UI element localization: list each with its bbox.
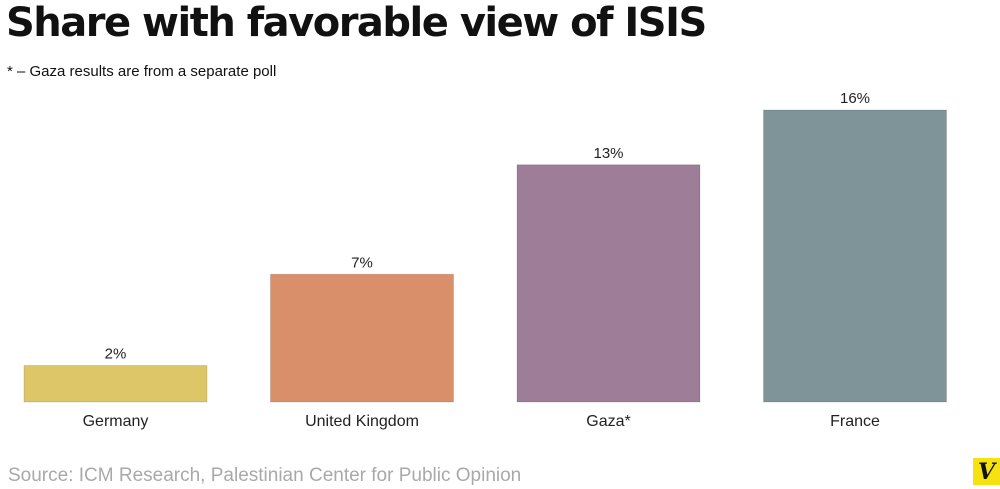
vox-logo: V: [973, 458, 1000, 485]
value-label-united-kingdom: 7%: [351, 254, 373, 271]
bar-gaza: [516, 164, 701, 403]
value-label-france: 16%: [840, 90, 870, 107]
logo-letter: V: [977, 458, 996, 485]
source-note: Source: ICM Research, Palestinian Center…: [8, 465, 522, 486]
bars-layer: 2% Germany 7% United Kingdom 13% Gaza* 16% Fran…: [23, 90, 947, 430]
bar-germany: [23, 365, 208, 403]
chart-subtitle: * – Gaza results are from a separate pol…: [7, 63, 277, 80]
category-label-germany: Germany: [83, 413, 149, 430]
value-label-germany: 2%: [105, 346, 127, 363]
value-label-gaza: 13%: [593, 145, 623, 162]
bar-united-kingdom: [270, 273, 454, 403]
bar-france: [763, 109, 947, 403]
category-label-united-kingdom: United Kingdom: [305, 413, 419, 430]
category-label-france: France: [830, 413, 880, 430]
category-label-gaza: Gaza*: [586, 413, 630, 430]
chart-title: Share with favorable view of ISIS: [6, 0, 707, 46]
